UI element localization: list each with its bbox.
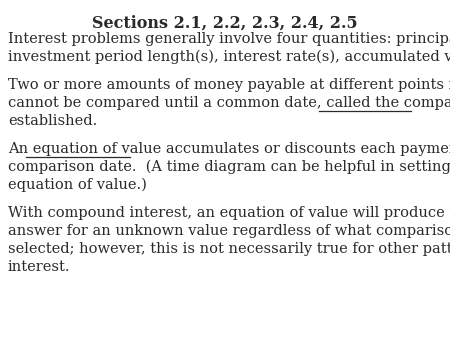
Text: With compound interest, an equation of value will produce the same: With compound interest, an equation of v…: [8, 206, 450, 220]
Text: Sections 2.1, 2.2, 2.3, 2.4, 2.5: Sections 2.1, 2.2, 2.3, 2.4, 2.5: [92, 15, 358, 32]
Text: Two or more amounts of money payable at different points in time: Two or more amounts of money payable at …: [8, 78, 450, 92]
Text: An equation of value accumulates or discounts each payment to the: An equation of value accumulates or disc…: [8, 142, 450, 156]
Text: Interest problems generally involve four quantities: principal(s),: Interest problems generally involve four…: [8, 32, 450, 46]
Text: answer for an unknown value regardless of what comparison date is: answer for an unknown value regardless o…: [8, 224, 450, 238]
Text: equation of value.): equation of value.): [8, 178, 147, 192]
Text: interest.: interest.: [8, 260, 71, 274]
Text: comparison date.  (A time diagram can be helpful in setting up an: comparison date. (A time diagram can be …: [8, 160, 450, 174]
Text: cannot be compared until a common date, called the comparison date, is: cannot be compared until a common date, …: [8, 96, 450, 110]
Text: established.: established.: [8, 114, 97, 128]
Text: selected; however, this is not necessarily true for other patterns of: selected; however, this is not necessari…: [8, 242, 450, 256]
Text: investment period length(s), interest rate(s), accumulated value(s).: investment period length(s), interest ra…: [8, 50, 450, 65]
